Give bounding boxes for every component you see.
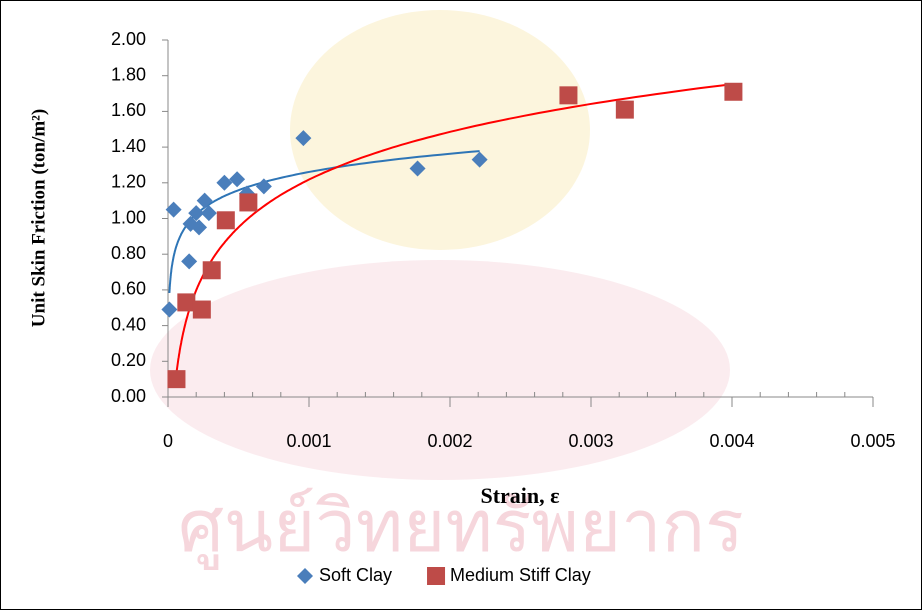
x-tick-label: 0.004 [709, 431, 754, 451]
y-tick-label: 0.00 [111, 386, 146, 406]
y-tick-label: 1.20 [111, 172, 146, 192]
page: ศูนย์วิทยทรัพยากร Unit Skin Friction (to… [0, 0, 922, 610]
point [217, 211, 235, 229]
x-tick-label: 0.001 [286, 431, 331, 451]
point [616, 101, 634, 119]
x-axis-label: Strain, ε [480, 483, 559, 508]
point [724, 83, 742, 101]
legend-marker [427, 567, 445, 585]
point [193, 301, 211, 319]
y-tick-label: 0.60 [111, 279, 146, 299]
y-tick-label: 1.80 [111, 64, 146, 84]
x-tick-label: 0.005 [850, 431, 895, 451]
y-tick-label: 0.20 [111, 350, 146, 370]
y-tick-label: 1.60 [111, 100, 146, 120]
y-axis-label: Unit Skin Friction (ton/m²) [28, 109, 49, 327]
y-tick-label: 0.80 [111, 243, 146, 263]
point [177, 293, 195, 311]
y-tick-label: 0.40 [111, 314, 146, 334]
point [559, 86, 577, 104]
legend-label: Medium Stiff Clay [450, 565, 591, 585]
point [239, 193, 257, 211]
y-tick-label: 2.00 [111, 29, 146, 49]
x-tick-label: 0.003 [568, 431, 613, 451]
point [167, 370, 185, 388]
watermark-shape [290, 10, 590, 250]
watermark-text: ศูนย์วิทยทรัพยากร [178, 487, 744, 570]
chart: ศูนย์วิทยทรัพยากร Unit Skin Friction (to… [0, 0, 922, 610]
y-tick-label: 1.00 [111, 207, 146, 227]
legend-label: Soft Clay [319, 565, 392, 585]
x-tick-label: 0.002 [427, 431, 472, 451]
y-tick-label: 1.40 [111, 136, 146, 156]
point [203, 261, 221, 279]
x-tick-label: 0 [163, 431, 173, 451]
